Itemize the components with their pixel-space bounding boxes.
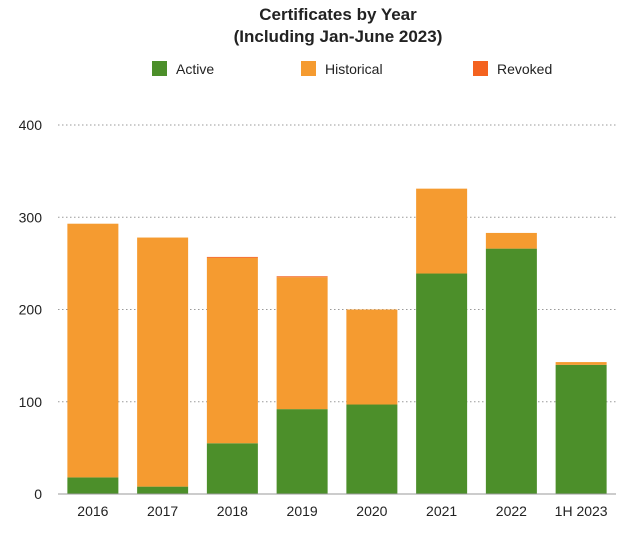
bar-revoked-2019 [276,276,328,278]
bar-historical-2018 [206,257,258,444]
legend-swatch-historical [301,61,316,76]
chart-subtitle: (Including Jan-June 2023) [234,27,443,46]
bar-stack-2019 [276,276,328,494]
x-tick-label: 2016 [77,503,108,519]
bar-active-2021 [416,273,468,494]
legend-label-historical: Historical [325,61,383,77]
legend: Active Historical Revoked [152,61,552,77]
x-tick-label: 1H 2023 [555,503,608,519]
bar-stack-2022 [485,232,537,494]
bar-historical-2020 [346,309,398,405]
x-tick-label: 2019 [287,503,318,519]
bar-historical-2017 [137,237,189,487]
bar-historical-2019 [276,277,328,410]
bar-stack-2017 [137,237,189,494]
bar-historical-2016 [67,223,119,478]
bar-active-2019 [276,409,328,494]
bar-historical-2022 [485,232,537,249]
y-tick-label: 100 [19,394,43,410]
y-tick-label: 0 [34,486,42,502]
y-tick-label: 400 [19,117,43,133]
bar-historical-2021 [416,188,468,274]
bar-active-2016 [67,477,119,494]
y-tick-label: 300 [19,209,43,225]
bar-active-2018 [206,443,258,494]
legend-label-revoked: Revoked [497,61,552,77]
legend-swatch-revoked [473,61,488,76]
bar-stack-2021 [416,188,468,494]
bar-stack-2018 [206,256,258,494]
bar-stack-2016 [67,223,119,494]
bar-layer [67,188,607,494]
bar-historical-1h-2023 [555,362,607,365]
axis-layer: 0 100 200 300 400 2016 2017 2018 2019 2020 2021 202… [19,117,616,519]
x-tick-label: 2020 [356,503,387,519]
x-tick-label: 2017 [147,503,178,519]
legend-swatch-active [152,61,167,76]
bar-revoked-2018 [206,256,258,258]
bar-active-2017 [137,486,189,494]
legend-label-active: Active [176,61,214,77]
bar-active-2020 [346,404,398,494]
bar-active-1h-2023 [555,364,607,494]
bar-active-2022 [485,248,537,494]
y-tick-label: 200 [19,302,43,318]
x-tick-label: 2018 [217,503,248,519]
chart-title: Certificates by Year [259,5,417,24]
bar-stack-1h-2023 [555,362,607,494]
x-tick-label: 2022 [496,503,527,519]
bar-stack-2020 [346,309,398,494]
x-tick-label: 2021 [426,503,457,519]
